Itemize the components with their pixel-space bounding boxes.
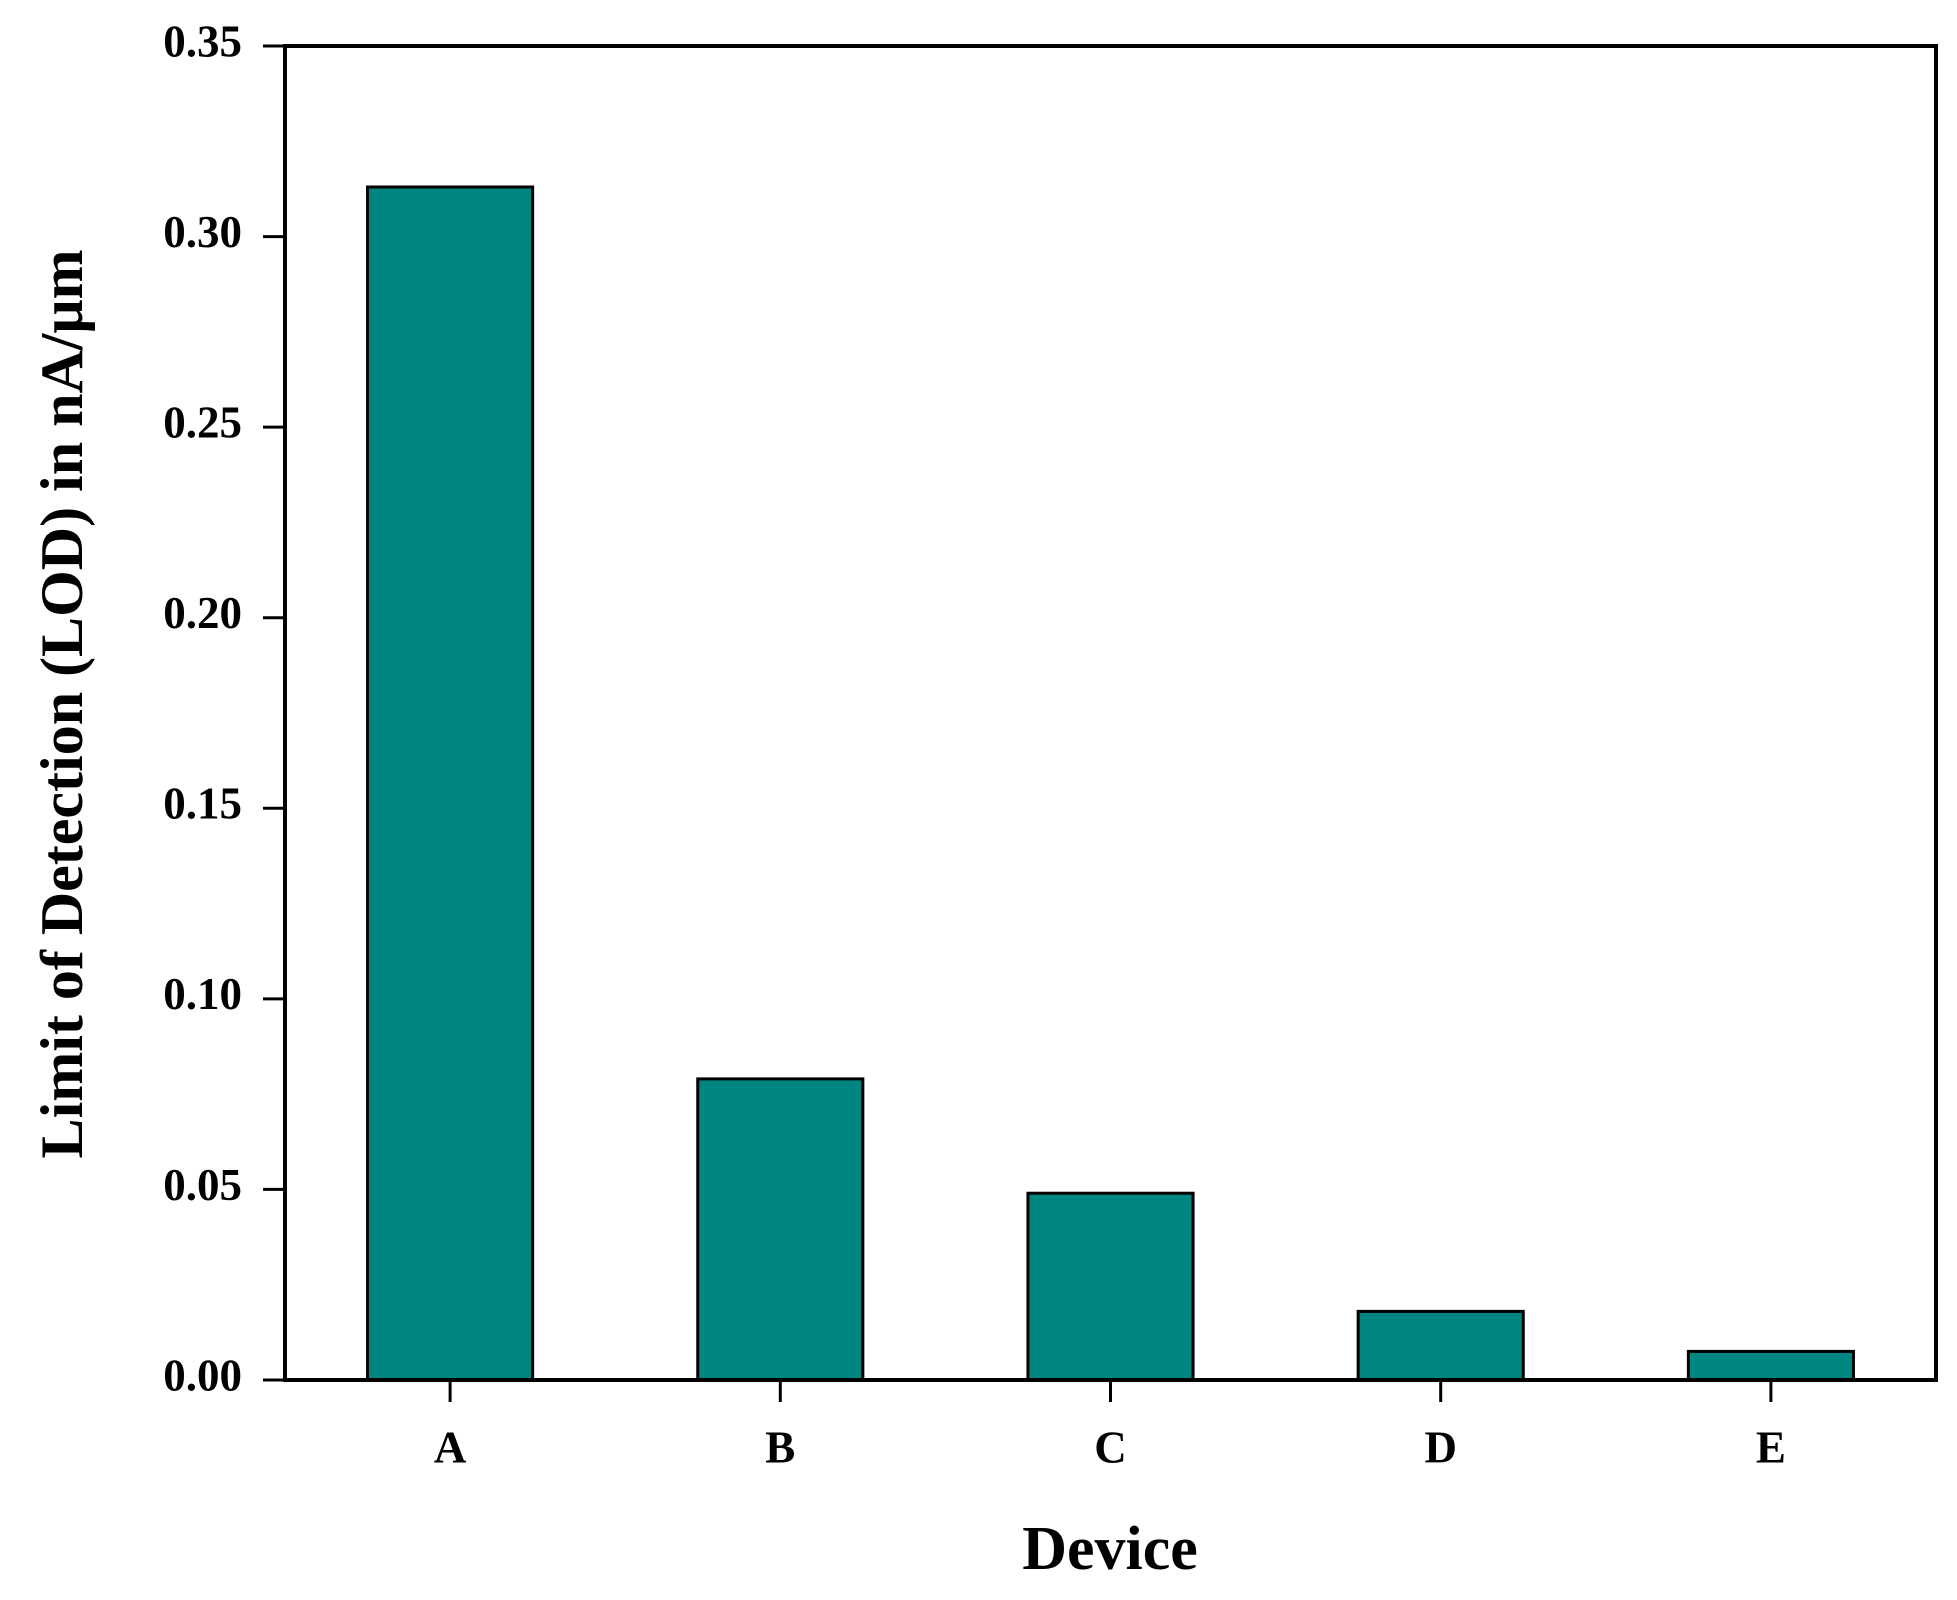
bar bbox=[1026, 1191, 1195, 1382]
y-tick-label: 0.05 bbox=[163, 1160, 242, 1210]
y-tick-label: 0.30 bbox=[163, 207, 242, 257]
plot-frame bbox=[283, 44, 1938, 1382]
y-axis-label: Limit of Detection (LOD) in nA/μm bbox=[29, 250, 95, 1159]
y-tick-label: 0.35 bbox=[163, 16, 242, 66]
y-tick-label: 0.20 bbox=[163, 588, 242, 638]
bar bbox=[1356, 1309, 1525, 1382]
y-tick-label: 0.10 bbox=[163, 969, 242, 1019]
x-tick-label: A bbox=[434, 1422, 467, 1472]
x-tick-label: C bbox=[1094, 1422, 1127, 1472]
y-tick-label: 0.25 bbox=[163, 397, 242, 447]
x-tick-label: E bbox=[1756, 1422, 1786, 1472]
x-tick-label: D bbox=[1424, 1422, 1457, 1472]
y-tick-label: 0.15 bbox=[163, 779, 242, 829]
y-tick-label: 0.00 bbox=[163, 1350, 242, 1400]
x-tick-label: B bbox=[765, 1422, 795, 1472]
x-axis-label: Device bbox=[1022, 1515, 1198, 1583]
bar bbox=[696, 1077, 865, 1382]
bar bbox=[366, 185, 535, 1382]
bar bbox=[1686, 1349, 1855, 1382]
